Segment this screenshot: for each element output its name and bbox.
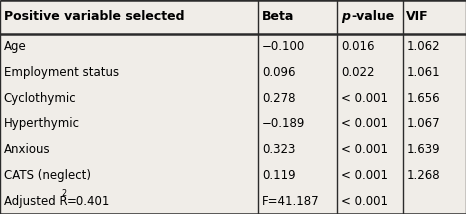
Text: < 0.001: < 0.001 [341, 195, 388, 208]
Text: 1.656: 1.656 [406, 92, 440, 105]
Text: Adjusted R: Adjusted R [4, 195, 68, 208]
Text: -value: -value [351, 10, 395, 23]
Text: p: p [341, 10, 350, 23]
Text: 1.067: 1.067 [406, 117, 440, 130]
Text: 2: 2 [61, 189, 66, 198]
Text: Beta: Beta [262, 10, 294, 23]
Text: 1.639: 1.639 [406, 143, 440, 156]
Text: 0.022: 0.022 [341, 66, 375, 79]
Text: 0.323: 0.323 [262, 143, 295, 156]
Text: F=41.187: F=41.187 [262, 195, 320, 208]
Text: 1.062: 1.062 [406, 40, 440, 53]
Text: 0.278: 0.278 [262, 92, 295, 105]
Text: VIF: VIF [406, 10, 429, 23]
Text: Positive variable selected: Positive variable selected [4, 10, 184, 23]
Text: Cyclothymic: Cyclothymic [4, 92, 76, 105]
Text: 0.016: 0.016 [341, 40, 375, 53]
Text: Employment status: Employment status [4, 66, 119, 79]
Text: < 0.001: < 0.001 [341, 92, 388, 105]
Text: −0.100: −0.100 [262, 40, 305, 53]
Text: =0.401: =0.401 [67, 195, 110, 208]
Text: < 0.001: < 0.001 [341, 169, 388, 182]
Text: −0.189: −0.189 [262, 117, 305, 130]
Text: Anxious: Anxious [4, 143, 50, 156]
Text: CATS (neglect): CATS (neglect) [4, 169, 91, 182]
Text: 0.119: 0.119 [262, 169, 295, 182]
Text: 1.061: 1.061 [406, 66, 440, 79]
Text: 0.096: 0.096 [262, 66, 295, 79]
Text: < 0.001: < 0.001 [341, 143, 388, 156]
Text: 1.268: 1.268 [406, 169, 440, 182]
Text: < 0.001: < 0.001 [341, 117, 388, 130]
Text: Hyperthymic: Hyperthymic [4, 117, 80, 130]
Text: Age: Age [4, 40, 27, 53]
